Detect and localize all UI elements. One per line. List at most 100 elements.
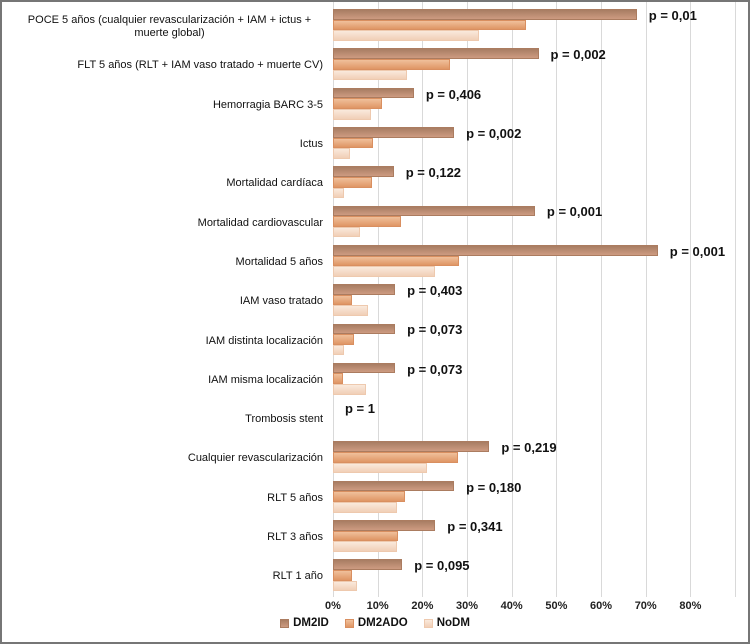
bar-dm2id (333, 127, 455, 138)
category-label: Mortalidad cardiovascular (2, 203, 333, 242)
bar-dm2ado (333, 294, 353, 306)
bar-dm2id (333, 9, 637, 20)
gridline-90 (735, 2, 737, 597)
category-label-text: Mortalidad 5 años (235, 255, 323, 268)
p-value-label: p = 1 (345, 400, 375, 416)
chart-body: POCE 5 años (cualquier revascularización… (2, 2, 748, 597)
bar-dm2id (333, 87, 414, 99)
category-label-text: RLT 3 años (267, 531, 323, 543)
bar-dm2ado (333, 491, 406, 502)
category-label: IAM distinta localización (2, 321, 333, 360)
category-label: Hemorragia BARC 3-5 (2, 86, 333, 125)
gridline-20 (422, 2, 424, 597)
bar-dm2ado (333, 334, 355, 345)
bar-dm2id (333, 166, 394, 177)
bar-dm2ado (333, 569, 353, 581)
gridline-50 (556, 2, 558, 597)
p-value-label: p = 0,095 (414, 558, 470, 574)
bar-group: p = 0,002 (333, 46, 744, 85)
bar-nodm (333, 501, 397, 513)
legend-label: DM2ID (293, 617, 329, 629)
category-label: RLT 1 año (2, 557, 333, 596)
bar-dm2id (333, 520, 436, 531)
plot-area: p = 0,01 p = 0,002 p = 0,406 p = 0,002 p = 0… (333, 2, 744, 597)
bar-nodm (333, 266, 436, 277)
p-value-label: p = 0,122 (405, 165, 462, 181)
category-label-text: RLT 1 año (272, 570, 323, 583)
x-tick-label: 10% (366, 600, 389, 612)
x-tick-label: 0% (325, 600, 341, 612)
legend-label: DM2ADO (357, 617, 408, 629)
p-value-label: p = 0,406 (425, 86, 482, 102)
bar-nodm (333, 580, 358, 592)
x-axis: 0% 10% 20% 30% 40% 50% 60% 70% 80% (325, 597, 744, 616)
category-label: Ictus (2, 125, 333, 164)
bar-nodm (333, 305, 368, 317)
p-value-label: p = 0,002 (550, 47, 606, 63)
category-label-text: POCE 5 años (cualquier revascularización… (27, 13, 312, 39)
legend-label: NoDM (436, 617, 470, 629)
legend-swatch-dm2id (280, 618, 290, 628)
bar-dm2id (333, 441, 490, 453)
bar-group: p = 0,073 (333, 361, 744, 400)
bar-dm2id (333, 323, 396, 335)
bar-group: p = 0,219 (333, 439, 744, 478)
p-value-label: p = 0,180 (466, 479, 522, 495)
gridline-10 (377, 2, 379, 597)
bar-dm2ado (333, 137, 373, 149)
category-label-text: IAM vaso tratado (239, 295, 323, 308)
bar-dm2id (333, 205, 535, 217)
category-label-text: Ictus (299, 138, 323, 151)
bar-group: p = 0,001 (333, 243, 744, 282)
category-label: FLT 5 años (RLT + IAM vaso tratado + mue… (2, 46, 333, 85)
bar-group: p = 0,001 (333, 203, 744, 242)
gridline-30 (467, 2, 469, 597)
x-tick-label: 50% (545, 600, 568, 612)
category-label: Trombosis stent (2, 400, 333, 439)
bar-dm2ado (333, 216, 402, 227)
bar-group: p = 0,406 (333, 86, 744, 125)
p-value-label: p = 0,403 (407, 283, 463, 299)
bar-nodm (333, 69, 407, 81)
category-label: Mortalidad 5 años (2, 243, 333, 282)
legend-item-dm2ado: DM2ADO (344, 617, 408, 629)
gridline-40 (511, 2, 513, 597)
gridline-80 (690, 2, 692, 597)
bar-group: p = 0,073 (333, 321, 744, 360)
p-value-label: p = 0,073 (407, 361, 463, 377)
bar-dm2ado (333, 59, 450, 70)
bar-dm2ado (333, 176, 372, 188)
bar-nodm (333, 344, 345, 356)
p-value-label: p = 0,001 (669, 243, 726, 259)
bar-group: p = 0,341 (333, 518, 744, 557)
bar-group: p = 0,002 (333, 125, 744, 164)
bar-dm2ado (333, 530, 398, 542)
bar-group: p = 0,095 (333, 557, 744, 596)
category-label: RLT 5 años (2, 479, 333, 518)
bar-nodm (333, 148, 351, 159)
legend-item-nodm: NoDM (423, 617, 470, 629)
p-value-label: p = 0,219 (501, 440, 557, 456)
category-label-text: IAM distinta localización (205, 334, 323, 347)
x-tick-label: 20% (411, 600, 434, 612)
category-label: Mortalidad cardíaca (2, 164, 333, 203)
bar-group: p = 1 (333, 400, 744, 439)
bar-dm2id (333, 48, 539, 60)
bar-dm2id (333, 480, 455, 492)
legend: DM2ID DM2ADO NoDM (2, 616, 748, 642)
category-label: RLT 3 años (2, 518, 333, 557)
bar-nodm (333, 384, 366, 395)
bar-dm2id (333, 362, 396, 374)
bar-dm2ado (333, 19, 526, 31)
p-value-label: p = 0,002 (466, 125, 522, 141)
bar-group: p = 0,180 (333, 479, 744, 518)
category-labels-column: POCE 5 años (cualquier revascularización… (2, 2, 333, 597)
bar-nodm (333, 462, 427, 474)
x-tick-label: 40% (500, 600, 523, 612)
category-label-text: Mortalidad cardiovascular (197, 216, 323, 229)
p-value-label: p = 0,341 (447, 518, 503, 534)
bar-dm2id (333, 284, 396, 295)
gridline-70 (645, 2, 647, 597)
category-label-text: Cualquier revascularización (187, 452, 323, 465)
